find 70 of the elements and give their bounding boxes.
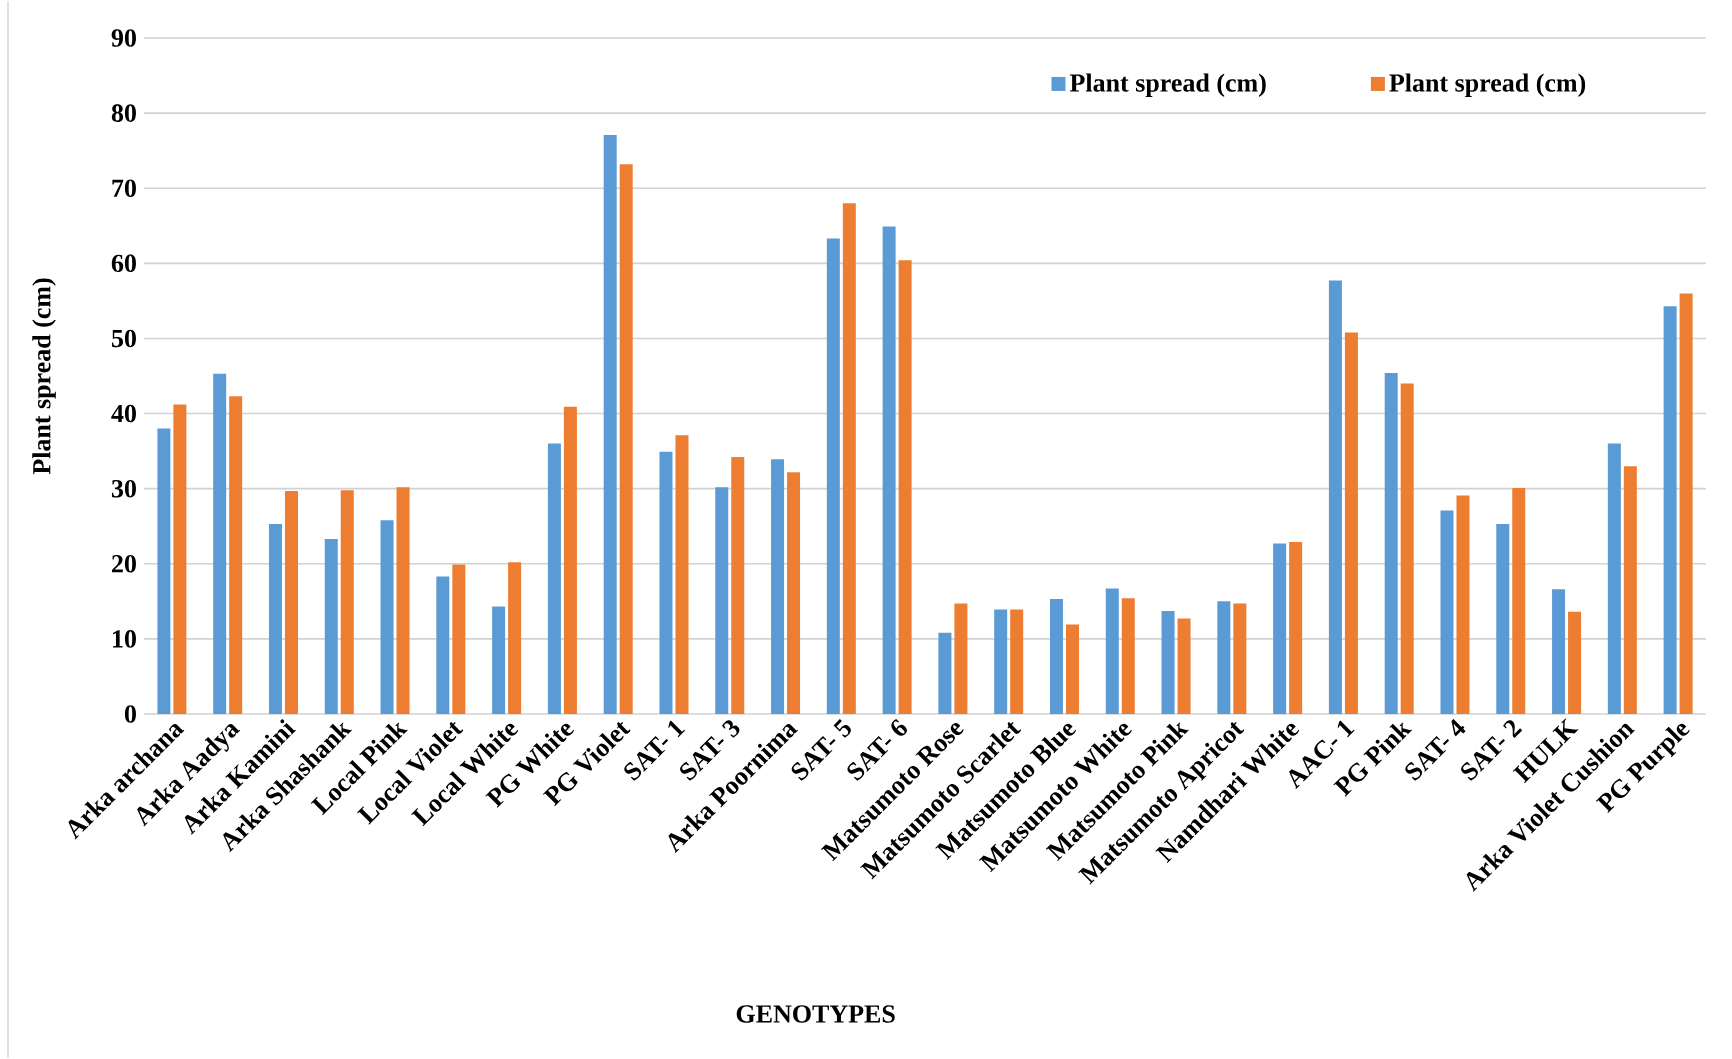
bar	[492, 606, 506, 714]
bar	[1663, 306, 1677, 714]
bar	[1233, 603, 1247, 714]
bar	[994, 609, 1008, 714]
bar	[1049, 599, 1063, 714]
y-tick-label: 80	[111, 104, 136, 122]
bar	[508, 562, 522, 714]
bar	[1568, 611, 1582, 714]
bar	[826, 238, 840, 714]
bar	[213, 373, 227, 714]
y-axis-title: Plant spread (cm)	[32, 278, 56, 475]
bar	[715, 487, 729, 714]
y-tick-label: 50	[111, 329, 136, 348]
bar	[1384, 373, 1398, 714]
bar	[1456, 495, 1470, 714]
bar	[1328, 280, 1342, 714]
bar	[882, 226, 896, 714]
bar	[452, 564, 466, 714]
bar	[1289, 542, 1303, 714]
bar	[324, 538, 338, 714]
bar	[1440, 510, 1454, 714]
bar	[1344, 332, 1358, 714]
bar	[1400, 383, 1414, 714]
bar	[842, 203, 856, 714]
bar	[229, 396, 243, 714]
bar	[731, 457, 745, 714]
bar	[1177, 618, 1191, 714]
bar	[380, 520, 394, 714]
bar	[1065, 624, 1079, 714]
legend-label: Plant spread (cm)	[1389, 73, 1586, 97]
bar	[1121, 598, 1135, 714]
legend-label: Plant spread (cm)	[1069, 73, 1266, 97]
bar	[675, 435, 689, 714]
bar	[396, 487, 410, 714]
bar	[1010, 609, 1024, 714]
y-tick-label: 90	[111, 29, 136, 47]
y-tick-label: 30	[111, 479, 136, 498]
bar	[787, 472, 801, 714]
bar	[954, 603, 968, 714]
bar	[1679, 293, 1693, 714]
y-tick-label: 10	[113, 630, 136, 648]
y-tick-label: 20	[112, 555, 136, 573]
y-tick-label: 0	[124, 705, 136, 723]
bar	[1273, 543, 1287, 714]
bar	[268, 523, 282, 714]
bar	[1161, 611, 1175, 714]
bar	[1623, 466, 1637, 714]
y-tick-label: 70	[112, 179, 136, 197]
bar	[1552, 589, 1566, 714]
bar	[1105, 588, 1119, 714]
bar	[1607, 443, 1621, 714]
bar	[563, 406, 577, 714]
bar	[938, 632, 952, 714]
bar	[436, 576, 450, 714]
bar	[1512, 487, 1526, 714]
bar	[619, 164, 633, 714]
x-axis-title: GENOTYPES	[736, 1005, 895, 1023]
bar	[771, 459, 785, 714]
bar	[898, 260, 912, 714]
bar	[340, 490, 354, 714]
bar	[1217, 601, 1231, 714]
bar	[173, 404, 187, 714]
bar	[603, 134, 617, 714]
bar	[659, 451, 673, 714]
bar	[157, 428, 171, 714]
y-tick-label: 40	[111, 404, 136, 423]
bar	[1496, 523, 1510, 714]
y-tick-label: 60	[111, 254, 136, 273]
bar	[547, 443, 561, 714]
bar	[284, 490, 298, 714]
